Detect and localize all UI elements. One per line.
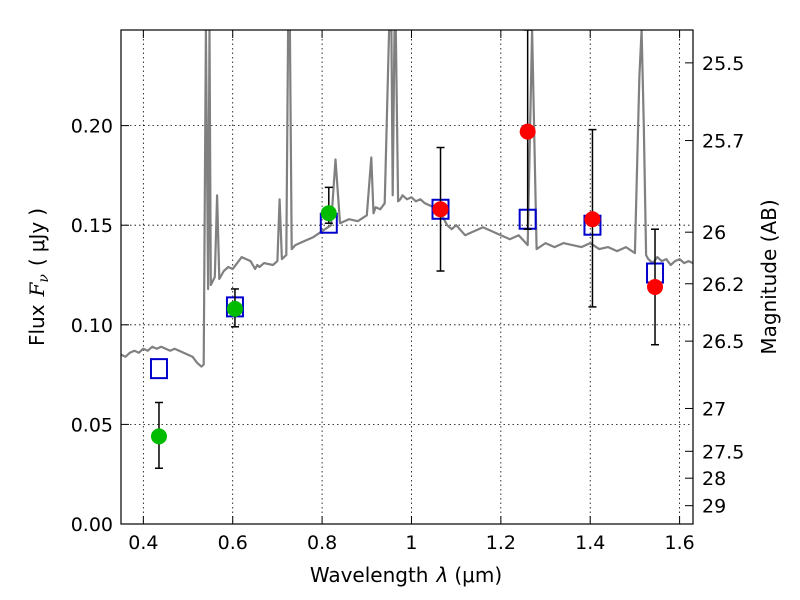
x-tick-label: 0.6	[218, 532, 248, 554]
y2-tick-label: 25.7	[702, 131, 744, 153]
y-tick-label: 0.20	[71, 116, 113, 138]
x-tick-label: 1.6	[664, 532, 694, 554]
model-photometry-square	[149, 358, 168, 380]
y2-tick-label: 28	[702, 468, 726, 490]
plot-area	[121, 30, 693, 469]
x-tick-label: 1	[405, 532, 417, 554]
red-data-point	[432, 201, 449, 218]
y-tick-label: 0.10	[71, 315, 113, 337]
y2-tick-label: 27	[702, 398, 726, 420]
y2-tick-label: 25.5	[702, 53, 744, 75]
y-axis-label: FluxFν(μJy)	[25, 208, 52, 346]
red-data-point	[647, 278, 664, 295]
y-tick-label: 0.05	[71, 414, 113, 436]
x-tick-label: 0.8	[307, 532, 337, 554]
y2-axis-label: Magnitude (AB)	[757, 199, 781, 354]
red-data-point	[584, 211, 601, 228]
y-tick-label: 0.15	[71, 215, 113, 237]
y2-tick-label: 26	[702, 222, 726, 244]
y2-tick-label: 29	[702, 496, 726, 518]
axes: 0.4 0.6 0.8 1 1.2 1.4 1.6 0.00 0.05 0.10 0.15 0.20 2…	[71, 29, 744, 554]
x-tick-label: 1.2	[486, 532, 516, 554]
y2-tick-label: 27.5	[702, 441, 744, 463]
x-axis-label: Wavelength λ (μm)	[310, 563, 502, 587]
y2-tick-label: 26.5	[702, 331, 744, 353]
spectrum-line	[121, 30, 693, 368]
green-data-point	[226, 300, 243, 317]
x-tick-label: 1.4	[575, 532, 605, 554]
x-tick-label: 0.4	[128, 532, 158, 554]
y2-tick-label: 26.2	[702, 274, 744, 296]
red-data-point	[519, 123, 536, 140]
plot-frame	[120, 29, 694, 525]
y-tick-label: 0.00	[71, 514, 113, 536]
green-data-point	[320, 205, 337, 222]
green-data-point	[150, 428, 167, 445]
